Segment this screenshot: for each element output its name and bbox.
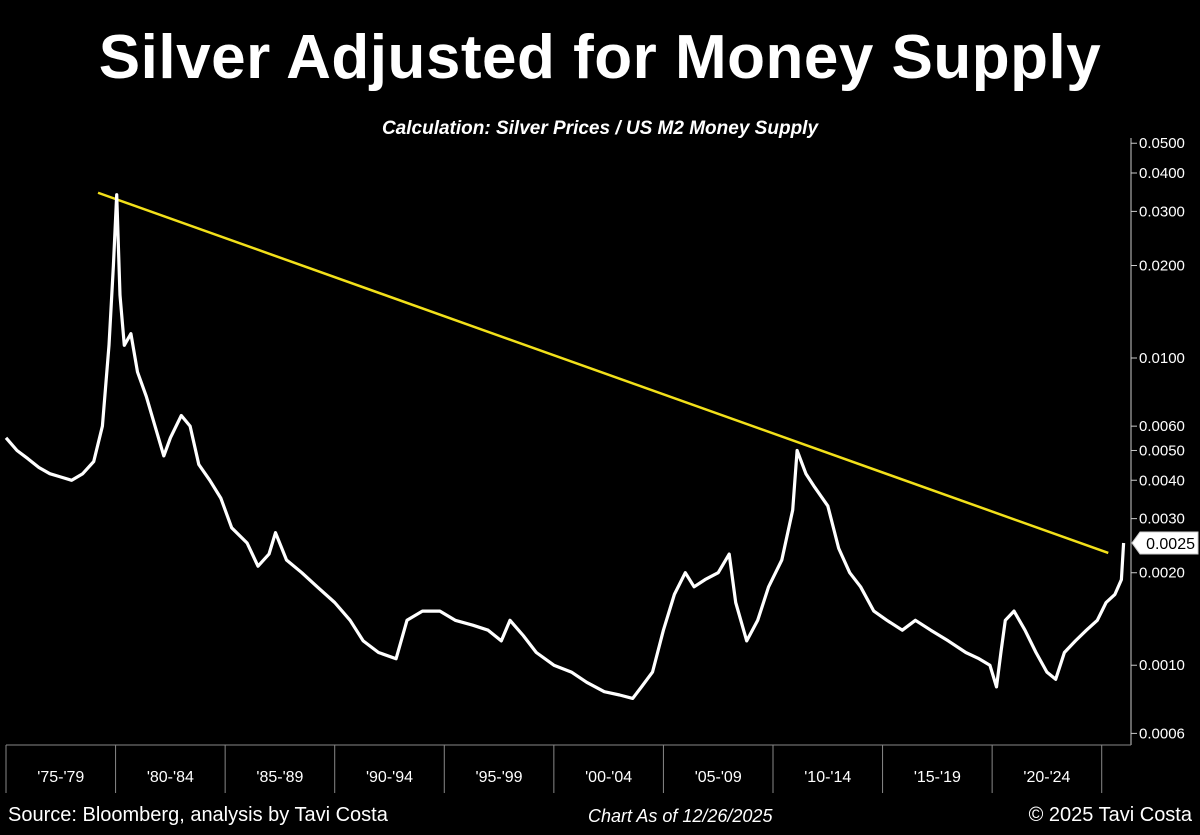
- x-tick-label: '85-'89: [256, 769, 303, 786]
- y-tick-label: 0.0020: [1139, 565, 1185, 582]
- x-axis: '75-'79 '80-'84 '85-'89 '90-'94 '95-'99 '00-'…: [5, 744, 1131, 793]
- x-tick-label: '80-'84: [147, 769, 194, 786]
- y-tick-label: 0.0050: [1139, 442, 1185, 459]
- y-tick-label: 0.0010: [1139, 657, 1185, 674]
- x-tick-label: '20-'24: [1023, 769, 1070, 786]
- footer-date: Chart As of 12/26/2025: [588, 806, 773, 826]
- x-tick-label: '00-'04: [585, 769, 632, 786]
- y-tick-label: 0.0060: [1139, 418, 1185, 435]
- series-line-0: [4, 193, 1126, 700]
- last-value-badge: 0.0025: [1131, 531, 1199, 555]
- last-value-box: [1131, 531, 1199, 555]
- series-layer: [4, 193, 1126, 700]
- y-tick-label: 0.0500: [1139, 135, 1185, 152]
- x-tick-label: '15-'19: [914, 769, 961, 786]
- footer-copyright: © 2025 Tavi Costa: [1028, 804, 1192, 826]
- chart-subtitle: Calculation: Silver Prices / US M2 Money…: [381, 118, 819, 139]
- x-tick-label: '75-'79: [37, 769, 84, 786]
- x-tick-label: '10-'14: [804, 769, 851, 786]
- y-tick-label: 0.0300: [1139, 203, 1185, 220]
- trendline: [97, 191, 1109, 555]
- y-tick-label: 0.0040: [1139, 472, 1185, 489]
- y-tick-label: 0.0100: [1139, 350, 1185, 367]
- footer-source: Source: Bloomberg, analysis by Tavi Cost…: [8, 804, 388, 826]
- trendline-layer: [97, 191, 1109, 555]
- y-axis: 0.0500 0.0400 0.0300 0.0200 0.0100 0.0060 0.00…: [1130, 135, 1185, 745]
- x-tick-label: '90-'94: [366, 769, 413, 786]
- y-tick-label: 0.0006: [1139, 725, 1185, 742]
- x-tick-label: '05-'09: [695, 769, 742, 786]
- y-tick-label: 0.0400: [1139, 165, 1185, 182]
- y-tick-label: 0.0200: [1139, 257, 1185, 274]
- x-tick-label: '95-'99: [476, 769, 523, 786]
- last-value-label: 0.0025: [1146, 536, 1195, 553]
- y-tick-label: 0.0030: [1139, 511, 1185, 528]
- chart-title: Silver Adjusted for Money Supply: [98, 23, 1102, 92]
